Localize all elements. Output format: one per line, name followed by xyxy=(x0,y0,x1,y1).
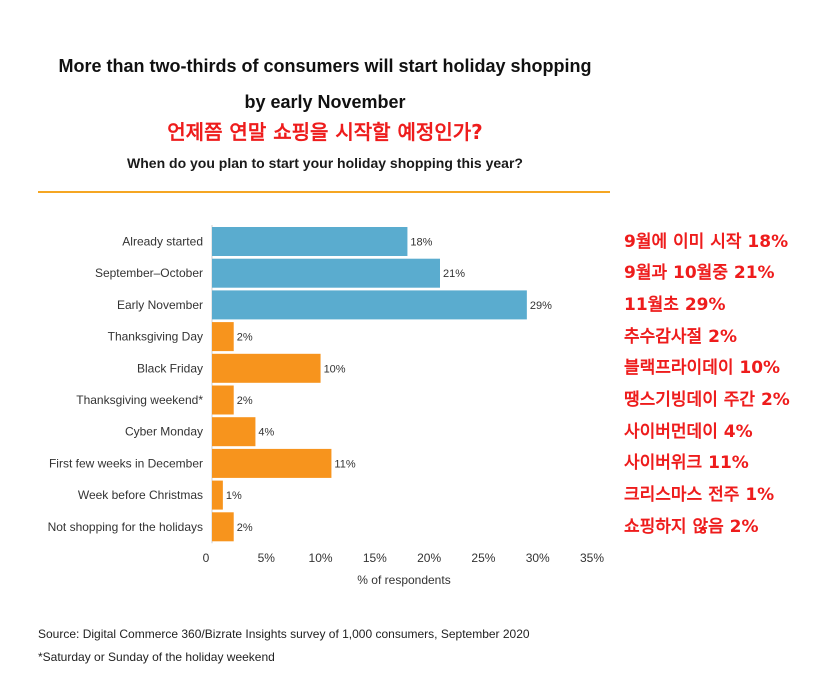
value-label: 11% xyxy=(334,458,355,470)
value-label: 18% xyxy=(410,237,432,249)
x-tick-label: 25% xyxy=(471,551,495,565)
bar-4 xyxy=(212,322,234,352)
chart-title-line-1: More than two-thirds of consumers will s… xyxy=(58,56,592,76)
value-label: 2% xyxy=(237,395,253,407)
value-label: 10% xyxy=(324,363,346,375)
bar-2 xyxy=(212,258,440,288)
x-tick-label: 20% xyxy=(417,551,441,565)
x-axis-title: % of respondents xyxy=(357,573,450,587)
x-tick-label: 10% xyxy=(309,551,333,565)
korean-annotation-2: 9월과 10월중 21% xyxy=(624,263,775,284)
footnote: *Saturday or Sunday of the holiday weeke… xyxy=(38,650,275,664)
korean-annotation-8: 사이버위크 11% xyxy=(624,453,749,474)
bar-1 xyxy=(212,227,408,256)
value-label: 21% xyxy=(443,268,465,280)
category-label: Week before Christmas xyxy=(78,488,203,502)
korean-annotation-10: 쇼핑하지 않음 2% xyxy=(624,516,759,537)
title-divider xyxy=(38,191,610,193)
category-label: Black Friday xyxy=(137,361,203,375)
bar-7 xyxy=(212,417,256,447)
korean-annotation-9: 크리스마스 전주 1% xyxy=(624,485,775,506)
category-label: Not shopping for the holidays xyxy=(48,520,203,534)
category-label: Early November xyxy=(117,298,203,312)
value-label: 2% xyxy=(237,332,253,344)
category-label: First few weeks in December xyxy=(49,456,203,470)
source-note: Source: Digital Commerce 360/Bizrate Ins… xyxy=(38,627,530,641)
value-label: 4% xyxy=(258,427,274,439)
category-label: September–October xyxy=(95,266,203,280)
category-label: Already started xyxy=(122,235,203,249)
category-label: Thanksgiving Day xyxy=(108,330,203,344)
korean-annotation-7: 사이버먼데이 4% xyxy=(624,421,753,442)
x-tick-label: 15% xyxy=(363,551,387,565)
chart-subtitle: When do you plan to start your holiday s… xyxy=(127,155,523,171)
chart-title-line-2: by early November xyxy=(244,92,406,112)
category-label: Thanksgiving weekend* xyxy=(76,393,203,407)
value-label: 2% xyxy=(237,522,253,534)
x-tick-label: 5% xyxy=(258,551,276,565)
bar-6 xyxy=(212,385,234,415)
x-tick-label: 0 xyxy=(203,551,210,565)
korean-title: 언제쯤 연말 쇼핑을 시작할 예정인가? xyxy=(167,120,483,144)
x-tick-label: 30% xyxy=(526,551,550,565)
category-label: Cyber Monday xyxy=(125,425,203,439)
bar-9 xyxy=(212,480,223,510)
korean-annotation-1: 9월에 이미 시작 18% xyxy=(624,231,789,252)
value-label: 1% xyxy=(226,490,242,502)
korean-annotation-3: 11월초 29% xyxy=(624,294,726,315)
korean-annotation-5: 블랙프라이데이 10% xyxy=(624,358,781,379)
bar-10 xyxy=(212,512,234,542)
bar-8 xyxy=(212,448,332,478)
bar-3 xyxy=(212,290,527,320)
korean-annotation-4: 추수감사절 2% xyxy=(624,326,737,347)
x-tick-label: 35% xyxy=(580,551,604,565)
korean-annotation-6: 땡스기빙데이 주간 2% xyxy=(624,390,790,410)
bar-5 xyxy=(212,353,321,383)
value-label: 29% xyxy=(530,300,552,312)
